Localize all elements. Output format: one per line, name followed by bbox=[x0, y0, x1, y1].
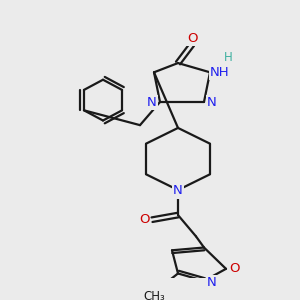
Text: N: N bbox=[173, 184, 183, 197]
Text: N: N bbox=[147, 96, 157, 110]
Text: NH: NH bbox=[210, 66, 230, 79]
Text: H: H bbox=[224, 51, 232, 64]
Text: CH₃: CH₃ bbox=[143, 290, 165, 300]
Text: N: N bbox=[207, 276, 217, 289]
Text: O: O bbox=[187, 32, 197, 45]
Text: O: O bbox=[229, 262, 239, 275]
Text: O: O bbox=[139, 213, 149, 226]
Text: N: N bbox=[207, 96, 217, 110]
